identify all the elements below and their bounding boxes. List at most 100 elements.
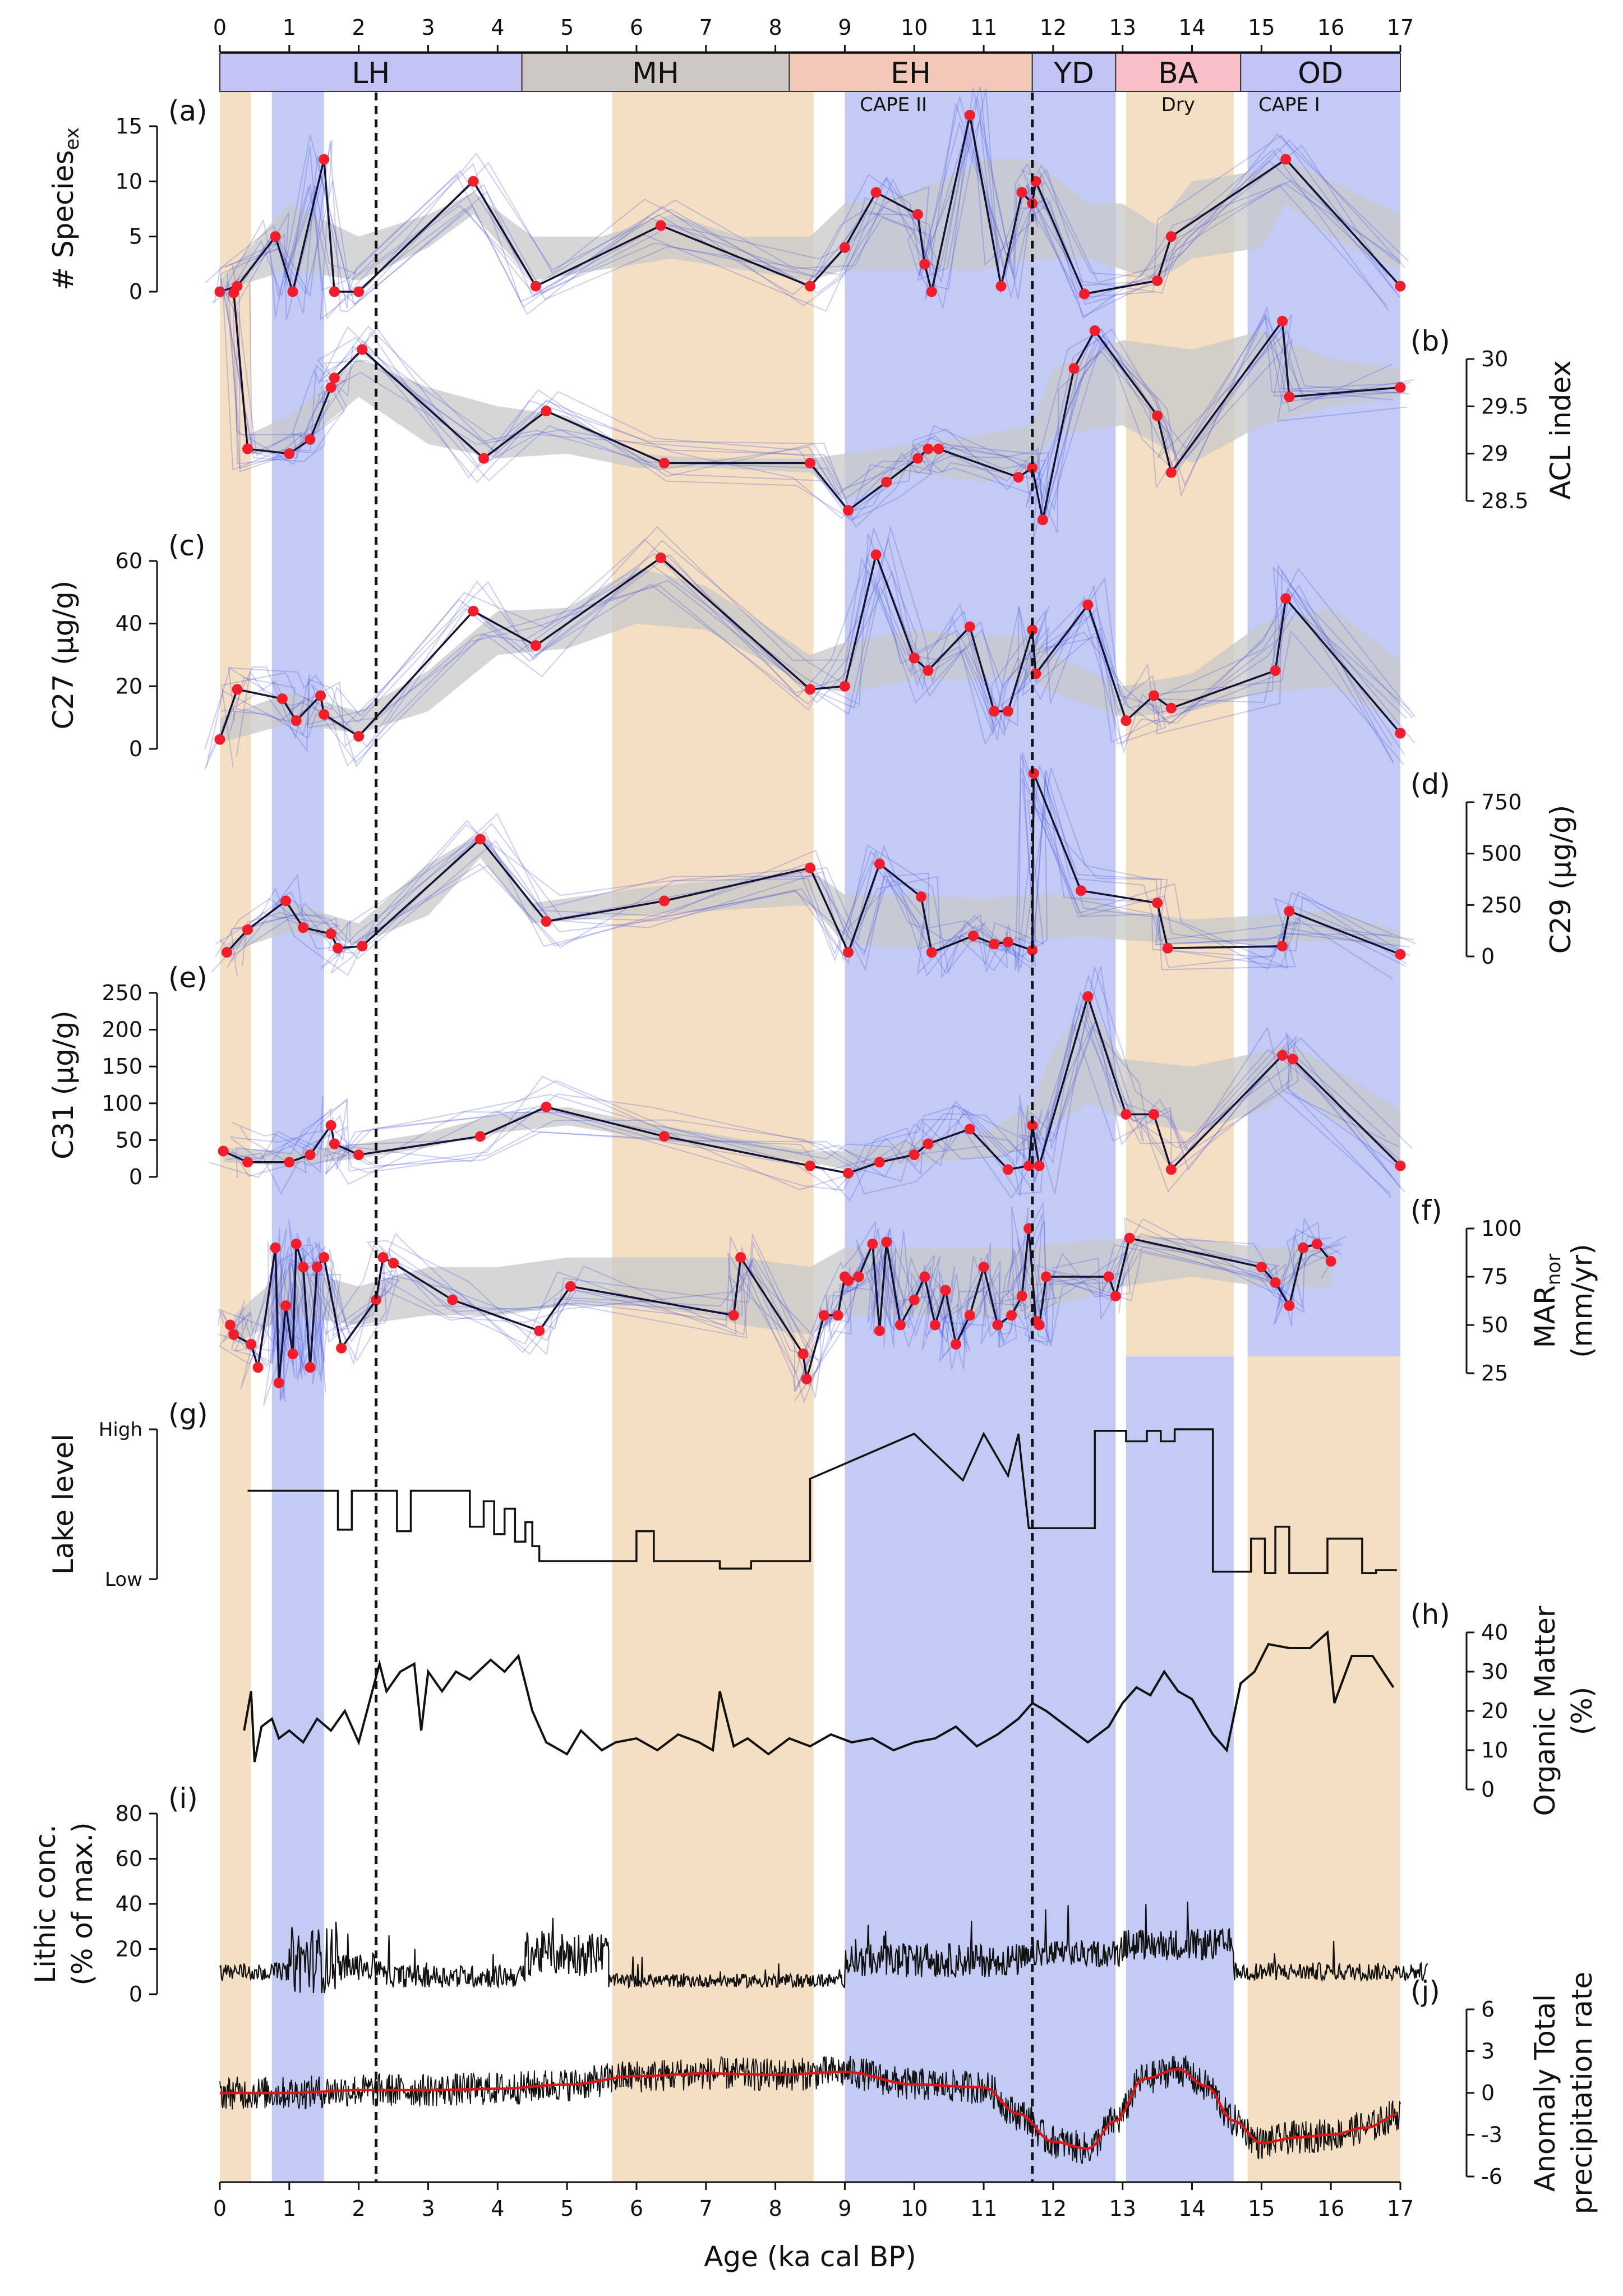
top-tick-label: 16 bbox=[1317, 15, 1344, 40]
data-point bbox=[291, 1239, 302, 1250]
age-model-realization bbox=[236, 1003, 1405, 1197]
bottom-tick-label: 10 bbox=[901, 2196, 928, 2221]
data-point bbox=[319, 709, 330, 720]
top-tick-label: 9 bbox=[838, 15, 851, 40]
data-point bbox=[1002, 936, 1013, 947]
data-point bbox=[287, 1349, 298, 1360]
data-point bbox=[1395, 280, 1406, 292]
bottom-tick-label: 2 bbox=[352, 2196, 366, 2221]
top-tick-label: 4 bbox=[491, 15, 504, 40]
uncertainty-envelope bbox=[247, 330, 1400, 501]
background-band bbox=[1247, 1356, 1400, 2182]
panel-letter: (h) bbox=[1410, 1598, 1450, 1631]
background-band bbox=[1126, 1356, 1234, 2182]
data-point bbox=[881, 1236, 892, 1248]
data-point bbox=[541, 406, 552, 417]
panel-d: 0 250 500 750 C29 (µg/g) (d) bbox=[211, 752, 1577, 980]
data-point bbox=[1256, 1262, 1267, 1273]
panel-letter: (c) bbox=[168, 530, 206, 562]
period-label: MH bbox=[632, 57, 679, 90]
y-tick-label: 0 bbox=[1481, 944, 1495, 969]
y-axis-label: Lithic conc. bbox=[29, 1824, 62, 1983]
panel-j: -6 -3 0 3 6 Anomaly Total precipitation rate (j… bbox=[219, 1972, 1598, 2214]
data-point bbox=[805, 458, 815, 469]
data-point bbox=[325, 382, 336, 393]
data-point bbox=[1165, 467, 1177, 478]
data-point bbox=[655, 220, 666, 231]
top-tick-label: 2 bbox=[352, 15, 366, 40]
data-point bbox=[801, 1373, 812, 1384]
y-axis-label: Lake level bbox=[47, 1434, 80, 1575]
data-point bbox=[225, 1319, 236, 1331]
top-tick-label: 6 bbox=[630, 15, 643, 40]
age-model-realization bbox=[238, 312, 1394, 512]
data-point bbox=[1165, 231, 1177, 242]
data-point bbox=[1280, 593, 1292, 604]
data-point bbox=[311, 1262, 322, 1273]
data-point bbox=[377, 1252, 389, 1263]
y-axis-label-2: (mm/yr) bbox=[1566, 1244, 1598, 1358]
uncertainty-envelope bbox=[233, 1238, 1331, 1345]
data-point bbox=[839, 242, 850, 253]
data-point bbox=[964, 1310, 975, 1321]
period-bar: LH MH EH YD BA OD CAPE II Dry CAPE I bbox=[219, 53, 1401, 116]
age-model-realization bbox=[228, 579, 1415, 767]
age-model-realization bbox=[241, 770, 1416, 974]
y-tick-label: 50 bbox=[116, 1128, 142, 1152]
data-point bbox=[1284, 905, 1295, 917]
data-point bbox=[1075, 885, 1086, 896]
age-model-realization bbox=[226, 119, 1400, 321]
age-model-realization bbox=[230, 1220, 1343, 1406]
y-tick-label: 40 bbox=[116, 611, 142, 636]
y-tick-label: -3 bbox=[1481, 2123, 1502, 2147]
data-point bbox=[1270, 1277, 1281, 1288]
data-point bbox=[1037, 514, 1048, 526]
data-point bbox=[805, 684, 815, 695]
y-tick-label: 29 bbox=[1481, 441, 1508, 466]
data-point bbox=[329, 286, 340, 297]
period-eh bbox=[789, 53, 1033, 92]
data-point bbox=[242, 443, 253, 454]
data-point bbox=[329, 1138, 340, 1149]
y-tick-label: 20 bbox=[1481, 1699, 1508, 1723]
period-label: YD bbox=[1053, 57, 1094, 90]
data-point bbox=[298, 922, 309, 933]
period-note: CAPE II bbox=[860, 94, 927, 116]
data-point bbox=[843, 1167, 854, 1179]
median-series-line bbox=[219, 114, 1401, 296]
age-model-realization bbox=[214, 103, 1409, 303]
data-point bbox=[1277, 1050, 1288, 1061]
data-point bbox=[989, 706, 1000, 717]
data-point bbox=[1103, 1271, 1114, 1282]
age-model-realization bbox=[229, 536, 1410, 732]
data-point bbox=[797, 1349, 809, 1360]
data-point bbox=[874, 858, 885, 869]
data-point bbox=[1121, 1108, 1132, 1120]
bottom-tick-label: 12 bbox=[1040, 2196, 1067, 2221]
x-axes: 0 1 2 3 4 5 6 7 8 9 10 11 12 13 14 15 16 170 1 2 3 4 5 6 7 8 9 10 11… bbox=[213, 15, 1414, 2273]
period-label: OD bbox=[1298, 57, 1343, 90]
age-model-realization bbox=[227, 116, 1388, 306]
data-point bbox=[353, 286, 365, 297]
panel-letter: (b) bbox=[1410, 325, 1450, 357]
data-point bbox=[992, 1319, 1003, 1331]
data-point bbox=[530, 280, 541, 292]
data-point bbox=[280, 1300, 292, 1312]
panel-f: 25 50 75 100 MARnor (mm/yr) (f) bbox=[217, 1194, 1598, 1406]
data-point bbox=[909, 1149, 920, 1161]
background-band bbox=[1247, 81, 1400, 1356]
data-point bbox=[214, 286, 225, 297]
data-point bbox=[284, 1157, 295, 1168]
data-point bbox=[1270, 665, 1281, 676]
y-tick-label: 0 bbox=[129, 737, 142, 761]
data-point bbox=[853, 1271, 864, 1282]
panel-letter: (j) bbox=[1410, 1975, 1440, 2008]
panel-letter: (d) bbox=[1410, 768, 1450, 800]
y-tick-label: 0 bbox=[129, 279, 142, 304]
data-point bbox=[870, 187, 882, 198]
y-axis-label: # Speciesex bbox=[47, 127, 84, 291]
data-point bbox=[541, 1101, 552, 1112]
data-point bbox=[242, 924, 253, 935]
y-axis-label-sub: ex bbox=[61, 127, 84, 150]
data-point bbox=[1395, 382, 1406, 393]
